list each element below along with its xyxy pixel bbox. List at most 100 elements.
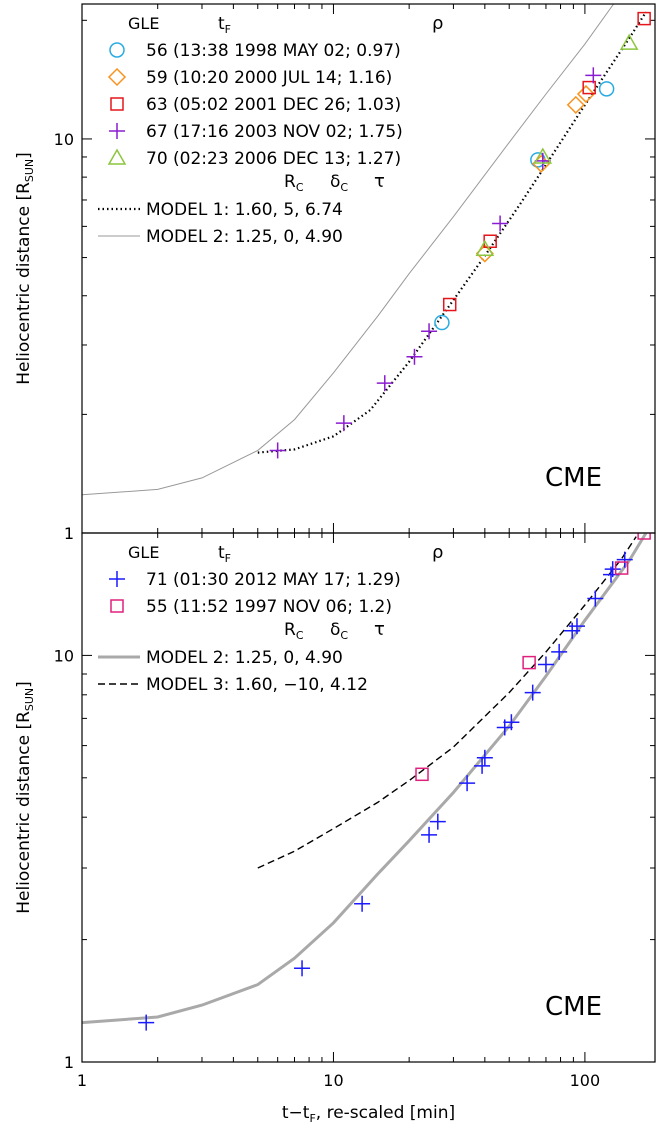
- legend-head-gle: GLE: [128, 14, 159, 33]
- panel-top: 1 10 Heliocentric distance [RSUN] GLE tF ρ 56 …: [14, 3, 656, 543]
- marker-diamond: [107, 67, 127, 87]
- y-tick-label: 10: [54, 646, 74, 665]
- marker-plus: [492, 215, 509, 232]
- text-suffix: , re-scaled [min]: [316, 1103, 455, 1123]
- marker-square: [637, 533, 651, 540]
- marker-plus: [294, 960, 311, 977]
- y-tick-label: 10: [54, 130, 74, 149]
- marker-plus: [474, 757, 491, 774]
- text-suffix: ]: [14, 152, 34, 159]
- legend-head-rho: ρ: [432, 542, 443, 563]
- marker-circle: [434, 314, 450, 331]
- subscript: F: [309, 1112, 315, 1125]
- marker-plus: [604, 561, 621, 578]
- subscript: C: [296, 629, 304, 642]
- marker-circle: [598, 81, 615, 97]
- marker-square: [483, 234, 497, 248]
- legend: GLE tF ρ 71 (01:30 2012 MAY 17; 1.29) 55 (11…: [98, 542, 443, 695]
- y-axis-label-main: Heliocentric distance [R: [14, 182, 34, 385]
- marker-plus: [376, 375, 393, 392]
- marker-plus: [587, 590, 604, 607]
- x-tick-label: 1: [77, 1071, 87, 1090]
- legend: GLE tF ρ 56 (13:38 1998 MAY 02; 0.97) 59 (10…: [98, 13, 443, 247]
- x-ticks: [81, 533, 586, 1062]
- subscript: C: [340, 629, 348, 642]
- subscript: F: [225, 552, 231, 565]
- data-points: [138, 533, 651, 1031]
- marker-plus: [109, 123, 125, 139]
- x-ticks: [81, 4, 586, 533]
- marker-plus: [138, 1014, 155, 1031]
- series-1: [415, 533, 651, 782]
- legend-model-label: MODEL 2: 1.25, 0, 4.90: [146, 227, 343, 247]
- legend-series-label: 55 (11:52 1997 NOV 06; 1.2): [146, 597, 392, 617]
- y-tick-label: 1: [64, 524, 74, 543]
- legend-model-label: MODEL 2: 1.25, 0, 4.90: [146, 648, 343, 668]
- legend-series-label: 67 (17:16 2003 NOV 02; 1.75): [146, 122, 403, 142]
- subscript: C: [296, 181, 304, 194]
- x-axis-label-main: t−t: [282, 1103, 310, 1123]
- model-curve-1: [82, 533, 648, 1025]
- marker-plus: [476, 749, 493, 766]
- legend-series-label: 71 (01:30 2012 MAY 17; 1.29): [146, 570, 401, 590]
- marker-diamond: [532, 154, 551, 173]
- marker-square: [522, 655, 536, 670]
- series-4: [475, 33, 639, 256]
- marker-circle: [109, 42, 125, 58]
- marker-triangle: [533, 147, 553, 164]
- legend-head-tau: τ: [374, 619, 385, 640]
- marker-plus: [537, 656, 554, 673]
- legend-head-tf: tF: [218, 14, 231, 36]
- legend-head-rc: RC: [284, 620, 304, 642]
- marker-plus: [616, 551, 633, 568]
- marker-plus: [109, 571, 125, 587]
- y-tick-label: 1: [64, 1053, 74, 1072]
- marker-square: [637, 11, 651, 26]
- legend-head-dc: δC: [330, 172, 348, 194]
- marker-square: [442, 297, 457, 312]
- marker-plus: [503, 714, 520, 731]
- marker-diamond: [566, 95, 585, 114]
- marker-diamond: [576, 84, 596, 104]
- marker-plus: [585, 67, 602, 84]
- marker-plus: [524, 684, 541, 701]
- subscript: F: [225, 23, 231, 36]
- series-0: [138, 551, 633, 1031]
- marker-plus: [406, 348, 423, 365]
- legend-head-gle: GLE: [128, 543, 159, 562]
- panel-bottom: 1 10 1 10 100 Heliocentric distance [RSUN] GLE…: [14, 532, 656, 1090]
- model-curve-2: [257, 536, 637, 869]
- marker-plus: [421, 323, 438, 340]
- marker-square: [582, 80, 596, 95]
- x-tick-label: 100: [570, 1071, 601, 1090]
- legend-head-dc: δC: [330, 620, 348, 642]
- legend-series-label: 70 (02:23 2006 DEC 13; 1.27): [146, 149, 401, 169]
- marker-triangle: [475, 239, 495, 256]
- marker-square: [110, 599, 124, 613]
- cme-annotation: CME: [545, 463, 602, 493]
- marker-plus: [459, 775, 476, 792]
- marker-triangle: [619, 33, 639, 50]
- model-curves: [82, 533, 648, 1025]
- marker-plus: [568, 618, 585, 635]
- x-tick-label: 10: [323, 1071, 343, 1090]
- text-suffix: ]: [14, 681, 34, 688]
- legend-head-tau: τ: [374, 171, 385, 192]
- subscript: SUN: [23, 688, 36, 711]
- x-axis-label: t−tF, re-scaled [min]: [282, 1103, 455, 1125]
- series-3: [269, 67, 602, 459]
- marker-plus: [534, 152, 551, 169]
- plot-frame: [81, 532, 656, 1063]
- model-curve-2: [82, 4, 615, 496]
- marker-square: [415, 767, 429, 782]
- marker-plus: [335, 415, 352, 432]
- marker-triangle: [107, 148, 127, 165]
- cme-annotation: CME: [545, 992, 602, 1022]
- legend-series-label: 63 (05:02 2001 DEC 26; 1.03): [146, 95, 401, 115]
- legend-head-rho: ρ: [432, 13, 443, 34]
- legend-model-label: MODEL 1: 1.60, 5, 6.74: [146, 200, 343, 220]
- legend-model-label: MODEL 3: 1.60, −10, 4.12: [146, 675, 368, 695]
- marker-plus: [429, 813, 446, 830]
- marker-plus: [354, 895, 371, 912]
